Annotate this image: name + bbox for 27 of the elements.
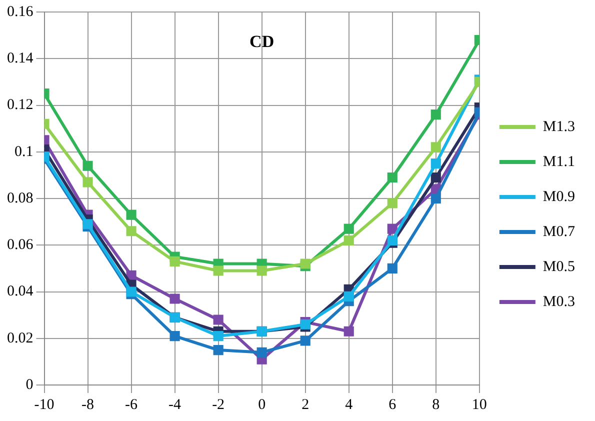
legend-label: M0.3 <box>542 294 576 310</box>
x-tick-label: -6 <box>125 396 138 413</box>
legend-label: M0.7 <box>542 224 576 240</box>
y-tick-label: 0.1 <box>14 144 34 160</box>
text: CD <box>250 32 274 51</box>
y-tick-label: 0.14 <box>7 50 34 67</box>
y-tick-label: 0.12 <box>7 97 34 114</box>
y-tick-label: 0.06 <box>7 237 34 254</box>
y-tick-label: 0.04 <box>7 284 34 300</box>
y-tick-label: 0.08 <box>7 190 34 206</box>
y-tick-label: 0.02 <box>7 330 34 346</box>
x-tick-label: -2 <box>212 396 225 413</box>
x-tick-label: -4 <box>168 396 182 413</box>
x-tick-label: -8 <box>82 396 94 413</box>
legend-label: M1.3 <box>542 118 576 135</box>
x-tick-label: 2 <box>302 396 310 413</box>
legend-label: M0.5 <box>542 258 576 275</box>
y-tick-label: 0 <box>26 376 34 393</box>
legend-label: M1.1 <box>542 154 576 170</box>
legend-label: M0.9 <box>542 188 576 205</box>
y-tick-label: 0.16 <box>7 4 34 20</box>
x-tick-label: 0 <box>258 396 266 413</box>
x-tick-label: -10 <box>34 396 54 413</box>
x-tick-label: 4 <box>345 396 354 413</box>
x-tick-label: 6 <box>388 396 397 413</box>
x-tick-label: 8 <box>432 396 440 413</box>
x-tick-label: 10 <box>472 396 487 413</box>
